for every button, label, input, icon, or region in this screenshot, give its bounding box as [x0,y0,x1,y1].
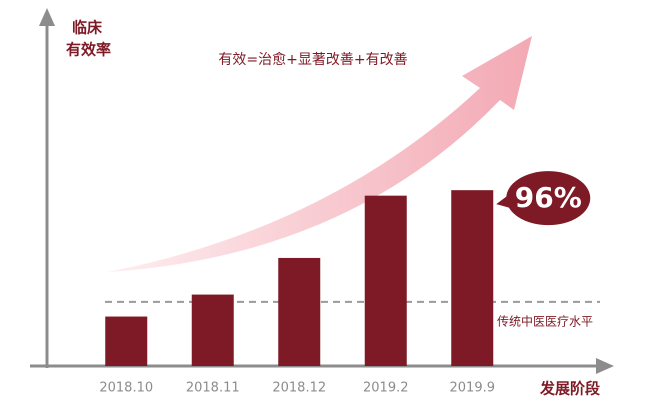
x-tick-label: 2018.11 [186,381,240,396]
x-tick-label: 2018.10 [99,381,153,396]
value-label: 96% [515,181,582,214]
label-bubble [506,171,591,226]
bar [451,190,494,366]
y-label: 有效率 [66,41,111,59]
x-label: 发展阶段 [539,380,600,398]
x-tick-label: 2018.12 [272,381,326,396]
x-tick-label: 2019.2 [363,381,409,396]
bar [364,195,407,366]
bar [105,316,148,366]
x-tick-label: 2019.9 [450,381,496,396]
bar [191,294,234,366]
reference-label: 传统中医医疗水平 [497,313,593,328]
y-label: 临床 [72,19,103,37]
x-axis-arrow [596,358,614,374]
annotation: 有效=治愈+显著改善+有改善 [218,52,407,68]
bar [278,257,321,366]
y-axis-arrow [39,8,55,26]
